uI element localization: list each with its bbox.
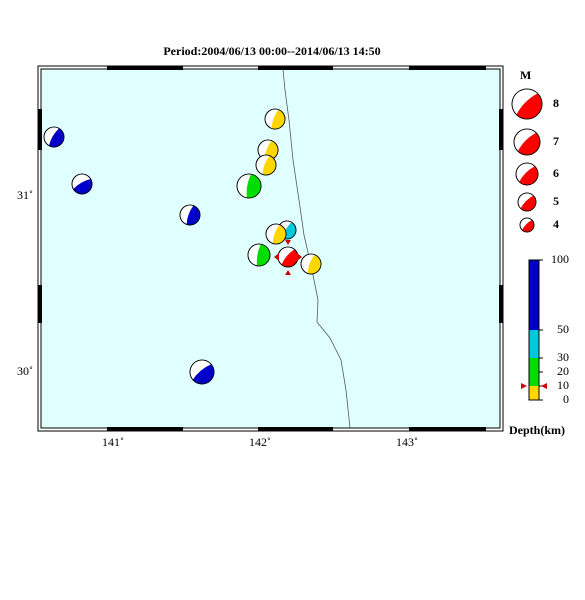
depth-title: Depth(km): [509, 423, 565, 437]
beachball-fill: [73, 179, 92, 195]
beachball-fill: [49, 128, 64, 147]
depth-label: 100: [551, 252, 569, 266]
depth-label: 0: [563, 392, 569, 406]
beachball-fill: [307, 254, 321, 274]
beachball-outline: [517, 192, 537, 212]
beachball-outline: [179, 204, 201, 226]
marker: [285, 270, 291, 275]
frame-bar: [258, 66, 333, 70]
map-area: [40, 68, 501, 429]
lat-label: 30˚: [17, 364, 33, 378]
beachball-outline: [264, 108, 286, 130]
beachball-outline: [236, 173, 262, 199]
lat-label: 31˚: [17, 188, 33, 202]
lon-label: 141˚: [102, 435, 124, 449]
lon-label: 142˚: [249, 435, 271, 449]
beachball-fill: [520, 195, 536, 211]
beachball-outline: [255, 154, 277, 176]
beachball-outline: [71, 173, 93, 195]
beachball-fill: [281, 249, 298, 267]
depth-band: [529, 386, 539, 400]
frame-bar: [258, 427, 333, 431]
beachball-outline: [265, 223, 287, 245]
marker: [297, 253, 302, 261]
frame-bar: [409, 427, 486, 431]
beachball-outline: [43, 126, 65, 148]
magnitude-label: 7: [553, 134, 559, 148]
frame-bar: [107, 66, 183, 70]
depth-label: 20: [557, 364, 569, 378]
beachball-outline: [519, 217, 535, 233]
depth-band: [529, 358, 539, 386]
depth-label: 10: [557, 378, 569, 392]
beachball-outline: [247, 243, 271, 267]
beachball-fill: [186, 205, 200, 225]
beachball-fill: [271, 109, 286, 129]
marker: [274, 253, 279, 261]
magnitude-label: 6: [553, 166, 559, 180]
frame-bar: [38, 109, 42, 150]
beachball-fill: [272, 224, 286, 244]
beachball-outline: [513, 128, 541, 156]
frame-bar: [107, 427, 183, 431]
beachball-fill: [519, 166, 538, 185]
map-title: Period:2004/06/13 00:00--2014/06/13 14:5…: [163, 44, 380, 58]
magnitude-label: 8: [553, 96, 559, 110]
frame-bar: [499, 109, 503, 150]
lon-label: 143˚: [396, 435, 418, 449]
beachball-outline: [511, 88, 543, 120]
magnitude-title: M: [520, 68, 531, 82]
depth-band: [529, 330, 539, 358]
frame-bar: [499, 285, 503, 323]
depth-label: 50: [557, 322, 569, 336]
beachball-outline: [189, 359, 215, 385]
frame-bar: [409, 66, 486, 70]
magnitude-label: 4: [553, 217, 559, 231]
frame-bar: [38, 285, 42, 323]
beachball-fill: [192, 364, 214, 384]
beachball-fill: [246, 174, 261, 198]
beachball-outline: [300, 253, 322, 275]
beachball-fill: [522, 220, 534, 232]
marker: [285, 240, 291, 245]
magnitude-label: 5: [553, 194, 559, 208]
depth-label: 30: [557, 350, 569, 364]
beachball-fill: [262, 155, 277, 175]
beachball-outline: [515, 162, 539, 186]
beachball-fill: [256, 244, 270, 266]
beachball-fill: [516, 93, 542, 119]
depth-band: [529, 260, 539, 330]
depth-marker: [521, 383, 547, 389]
beachball-fill: [517, 132, 540, 155]
